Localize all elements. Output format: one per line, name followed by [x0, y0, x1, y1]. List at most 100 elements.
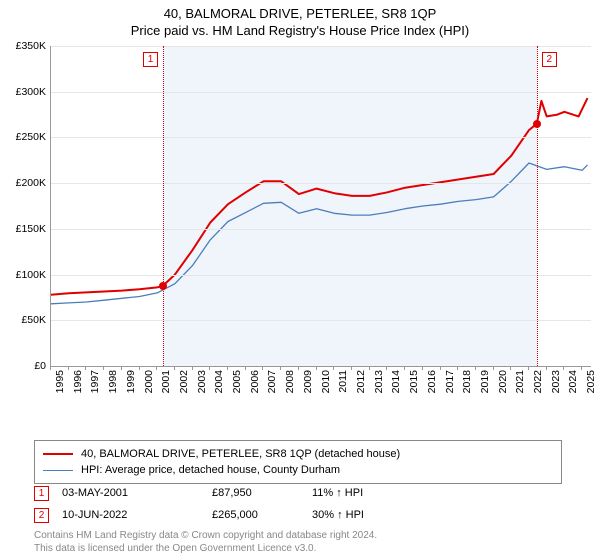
x-tick-label: 2018 — [461, 370, 473, 393]
x-tick — [50, 366, 51, 370]
x-tick — [68, 366, 69, 370]
x-tick-label: 2006 — [249, 370, 261, 393]
x-tick — [192, 366, 193, 370]
marker-dot — [533, 120, 541, 128]
x-tick — [333, 366, 334, 370]
x-tick-label: 2011 — [337, 370, 349, 393]
footer-line: Contains HM Land Registry data © Crown c… — [34, 530, 377, 543]
x-tick-label: 2004 — [213, 370, 225, 393]
x-tick-label: 2022 — [532, 370, 544, 393]
x-tick-label: 2015 — [408, 370, 420, 393]
x-tick-label: 2000 — [143, 370, 155, 393]
x-tick — [156, 366, 157, 370]
legend-swatch — [43, 470, 73, 471]
txn-price: £265,000 — [212, 509, 312, 521]
gridline-h — [51, 92, 591, 93]
x-tick — [546, 366, 547, 370]
x-tick-label: 2005 — [231, 370, 243, 393]
gridline-h — [51, 229, 591, 230]
gridline-h — [51, 46, 591, 47]
marker-vline — [163, 46, 164, 366]
legend-label: 40, BALMORAL DRIVE, PETERLEE, SR8 1QP (d… — [81, 448, 400, 460]
y-tick-label: £350K — [2, 40, 46, 52]
gridline-h — [51, 137, 591, 138]
x-tick — [440, 366, 441, 370]
x-tick-label: 2001 — [160, 370, 172, 393]
gridline-h — [51, 320, 591, 321]
table-row: 1 03-MAY-2001 £87,950 11% ↑ HPI — [34, 482, 412, 504]
footer-attribution: Contains HM Land Registry data © Crown c… — [34, 530, 377, 555]
marker-dot — [159, 282, 167, 290]
x-tick — [209, 366, 210, 370]
gridline-h — [51, 183, 591, 184]
x-tick-label: 1995 — [54, 370, 66, 393]
x-tick — [422, 366, 423, 370]
marker-ref-box: 1 — [34, 486, 49, 501]
x-tick — [121, 366, 122, 370]
x-tick-label: 2025 — [585, 370, 597, 393]
x-tick-label: 2017 — [444, 370, 456, 393]
series-line-price_paid — [51, 98, 588, 295]
line-chart-svg — [51, 46, 591, 366]
x-tick-label: 2008 — [284, 370, 296, 393]
x-tick — [581, 366, 582, 370]
marker-box: 2 — [542, 52, 557, 67]
x-tick — [457, 366, 458, 370]
x-tick-label: 2003 — [196, 370, 208, 393]
x-tick-label: 2013 — [373, 370, 385, 393]
x-tick — [528, 366, 529, 370]
x-tick-label: 2014 — [390, 370, 402, 393]
y-tick-label: £150K — [2, 223, 46, 235]
x-tick-label: 2023 — [550, 370, 562, 393]
x-tick — [245, 366, 246, 370]
x-tick-label: 2020 — [497, 370, 509, 393]
y-tick-label: £100K — [2, 269, 46, 281]
x-tick — [563, 366, 564, 370]
title-block: 40, BALMORAL DRIVE, PETERLEE, SR8 1QP Pr… — [0, 0, 600, 38]
y-tick-label: £250K — [2, 131, 46, 143]
title-address: 40, BALMORAL DRIVE, PETERLEE, SR8 1QP — [0, 6, 600, 21]
gridline-h — [51, 275, 591, 276]
x-tick-label: 2024 — [567, 370, 579, 393]
x-tick-label: 2016 — [426, 370, 438, 393]
txn-date: 03-MAY-2001 — [62, 487, 212, 499]
x-tick-label: 2010 — [320, 370, 332, 393]
title-subtitle: Price paid vs. HM Land Registry's House … — [0, 23, 600, 38]
x-tick — [510, 366, 511, 370]
marker-vline — [537, 46, 538, 366]
x-tick-label: 2021 — [514, 370, 526, 393]
x-tick — [139, 366, 140, 370]
x-tick — [280, 366, 281, 370]
legend-row: 40, BALMORAL DRIVE, PETERLEE, SR8 1QP (d… — [43, 446, 553, 462]
x-tick — [85, 366, 86, 370]
x-tick-label: 2019 — [479, 370, 491, 393]
chart-container: 40, BALMORAL DRIVE, PETERLEE, SR8 1QP Pr… — [0, 0, 600, 560]
legend-label: HPI: Average price, detached house, Coun… — [81, 464, 340, 476]
transactions-table: 1 03-MAY-2001 £87,950 11% ↑ HPI 2 10-JUN… — [34, 482, 412, 526]
y-tick-label: £0 — [2, 360, 46, 372]
x-tick-label: 1998 — [107, 370, 119, 393]
x-tick — [262, 366, 263, 370]
chart-area: 12 £0£50K£100K£150K£200K£250K£300K£350K1… — [0, 46, 600, 406]
x-tick — [351, 366, 352, 370]
x-tick — [386, 366, 387, 370]
footer-line: This data is licensed under the Open Gov… — [34, 543, 377, 556]
table-row: 2 10-JUN-2022 £265,000 30% ↑ HPI — [34, 504, 412, 526]
marker-ref-box: 2 — [34, 508, 49, 523]
x-tick — [404, 366, 405, 370]
txn-date: 10-JUN-2022 — [62, 509, 212, 521]
legend-swatch — [43, 453, 73, 455]
y-tick-label: £50K — [2, 314, 46, 326]
x-tick — [493, 366, 494, 370]
txn-pct: 30% ↑ HPI — [312, 509, 412, 521]
x-tick-label: 1996 — [72, 370, 84, 393]
marker-box: 1 — [143, 52, 158, 67]
x-tick — [298, 366, 299, 370]
x-tick-label: 1999 — [125, 370, 137, 393]
x-tick-label: 2007 — [266, 370, 278, 393]
txn-pct: 11% ↑ HPI — [312, 487, 412, 499]
x-tick-label: 2002 — [178, 370, 190, 393]
x-tick — [227, 366, 228, 370]
legend-box: 40, BALMORAL DRIVE, PETERLEE, SR8 1QP (d… — [34, 440, 562, 484]
plot-area: 12 — [50, 46, 591, 367]
